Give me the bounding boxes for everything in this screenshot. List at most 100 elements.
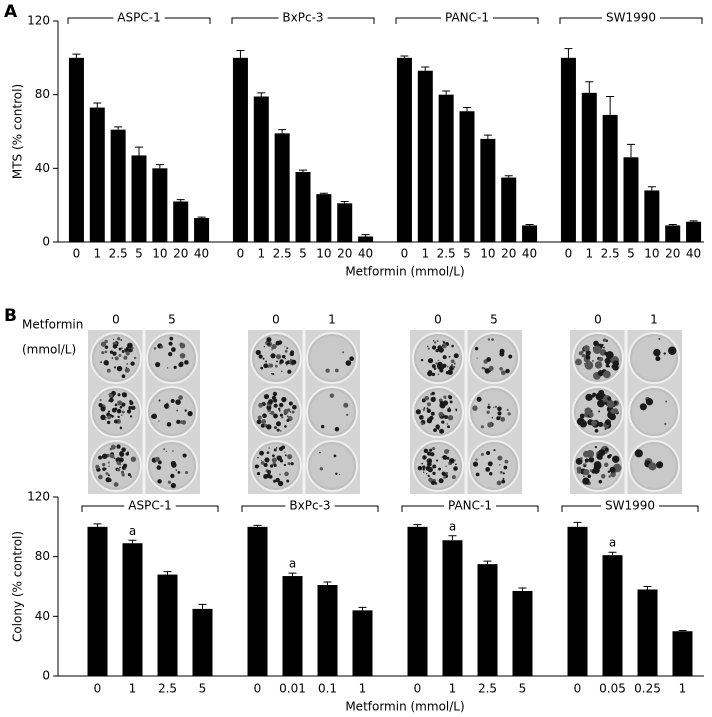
colony-dot (151, 414, 155, 419)
colony-dot (500, 370, 506, 376)
x-tick-label: 5 (199, 682, 207, 696)
label-bg (285, 498, 335, 514)
error-bar (400, 55, 409, 58)
colony-dot (595, 392, 604, 401)
label-bg (278, 10, 328, 26)
colony-dot (273, 479, 277, 483)
colony-dot (417, 465, 423, 471)
error-bar (504, 175, 513, 178)
colony-dot (576, 469, 582, 474)
colony-dot (254, 464, 259, 469)
colony-dot (584, 407, 592, 415)
colony-dot (503, 465, 508, 470)
error-bar (606, 96, 615, 115)
y-axis-title: MTS (% control) (11, 84, 25, 179)
colony-dot (600, 474, 606, 479)
error-bar (253, 524, 262, 527)
colony-dot (346, 413, 349, 416)
colony-dot (268, 399, 274, 405)
error-bar (564, 48, 573, 58)
bar (274, 133, 290, 242)
colony-dot (426, 345, 429, 348)
dose-label: 0 (112, 313, 120, 327)
error-bar (463, 107, 471, 112)
bar (512, 590, 533, 676)
colony-dot (256, 472, 261, 476)
colony-dot (506, 408, 509, 412)
colony-dot (431, 480, 436, 485)
colony-dot (99, 399, 102, 402)
colony-dot (112, 351, 117, 356)
colony-dot (125, 351, 130, 356)
error-bar (236, 49, 245, 58)
colony-dot (287, 454, 293, 460)
bar (68, 57, 84, 243)
error-bar (573, 521, 582, 527)
colony-dot (177, 471, 181, 474)
colony-dot (126, 409, 132, 414)
colony-dot (598, 356, 604, 362)
colony-dot (121, 350, 125, 353)
colony-dot (480, 452, 484, 456)
colony-dot (426, 458, 433, 464)
x-tick-label: 5 (463, 247, 471, 261)
colony-dot (441, 471, 446, 476)
x-tick-label: 2.5 (158, 682, 177, 696)
y-tick-label: 0 (42, 669, 50, 683)
colony-dot (260, 461, 265, 465)
colony-dot (491, 416, 494, 419)
colony-dot (435, 424, 440, 429)
image-label: (mmol/L) (22, 343, 76, 357)
colony-dot (121, 447, 126, 452)
colony-dot (109, 397, 114, 403)
colony-dot (166, 422, 172, 427)
colony-dot (266, 424, 272, 430)
colony-dot (263, 346, 266, 348)
colony-dot (472, 405, 478, 411)
y-tick-label: 40 (35, 609, 50, 623)
bar (438, 94, 454, 243)
colony-dot (119, 426, 122, 429)
colony-dot (273, 403, 278, 408)
error-bar (442, 90, 451, 95)
colony-dot (129, 415, 133, 418)
bar (522, 225, 538, 242)
colony-dot (432, 471, 436, 476)
colony-dot (278, 407, 281, 411)
colony-dot (261, 419, 267, 425)
colony-dot (279, 413, 283, 417)
error-bar (198, 603, 207, 609)
colony-dot (263, 393, 270, 400)
colony-dot (663, 352, 666, 355)
colony-dot (122, 392, 124, 395)
colony-dot (157, 479, 162, 484)
y-tick-label: 120 (27, 14, 50, 28)
colony-dot (117, 393, 121, 397)
colony-dot (116, 408, 122, 414)
colony-dot (284, 349, 288, 353)
colony-dot (100, 406, 106, 412)
colony-dot (431, 372, 436, 377)
bar (407, 526, 428, 676)
colony-dot (107, 410, 111, 413)
x-tick-label: 0.05 (599, 682, 626, 696)
colony-dot (133, 356, 137, 360)
x-tick-label: 5 (299, 247, 307, 261)
bar (480, 138, 496, 242)
colony-dot (168, 351, 173, 357)
colony-dot (499, 470, 503, 474)
colony-dot (109, 393, 113, 398)
colony-dot (342, 351, 345, 354)
label-bg (124, 498, 176, 514)
colony-dot (124, 367, 130, 373)
colony-dot (438, 478, 444, 484)
colony-dot (101, 454, 107, 459)
colony-dot (118, 354, 122, 357)
colony-dot (269, 412, 271, 415)
colony-dot (438, 467, 442, 471)
colony-dot (609, 466, 616, 473)
colony-dot (285, 361, 289, 365)
colony-dot (431, 345, 437, 350)
colony-dot (109, 350, 114, 354)
colony-dot (264, 457, 270, 463)
